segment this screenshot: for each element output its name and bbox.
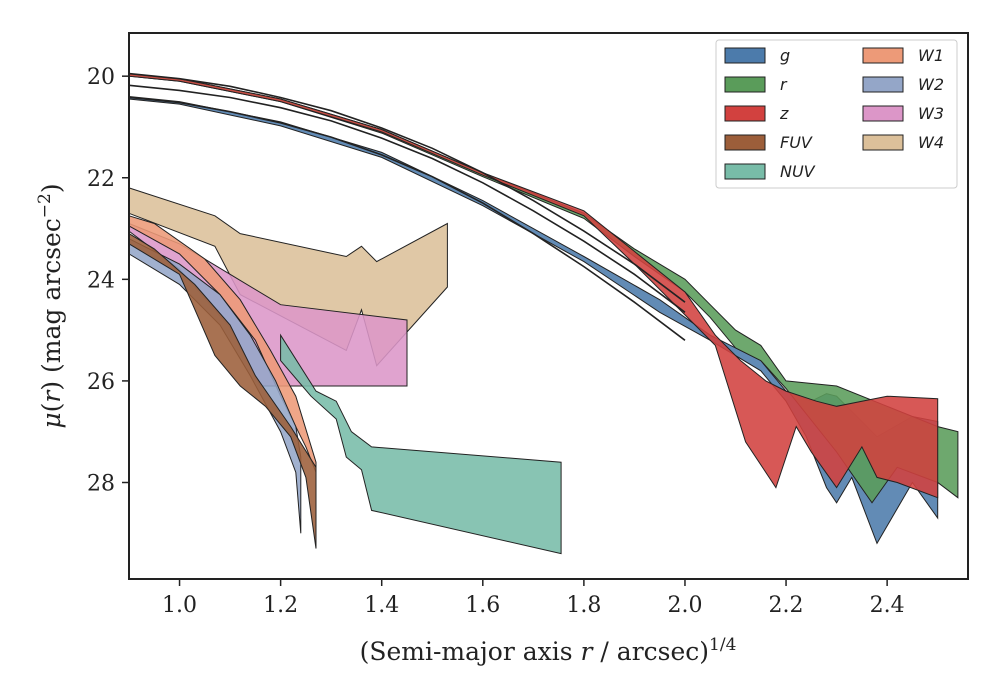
legend-label-z: z	[779, 104, 789, 123]
y-axis-label: μ(r) (mag arcsec−2)	[35, 183, 66, 428]
y-tick-label: 24	[87, 268, 115, 293]
series-areas	[128, 73, 959, 555]
y-tick-label: 20	[87, 65, 115, 90]
model-curves	[128, 72, 686, 341]
model-curve-3	[128, 96, 686, 341]
legend-label-nuv: NUV	[780, 162, 816, 181]
legend-swatch-nuv	[724, 163, 766, 180]
legend-label-r: r	[780, 75, 788, 94]
band-g	[128, 95, 939, 545]
legend-label-w2: W2	[918, 75, 944, 94]
legend-label-fuv: FUV	[780, 133, 813, 152]
x-tick-label: 1.0	[162, 593, 197, 618]
legend-swatch-r	[724, 76, 766, 93]
y-tick-label: 22	[87, 167, 115, 192]
y-tick-label: 26	[87, 370, 115, 395]
x-tick-label: 1.8	[566, 593, 601, 618]
x-tick-label: 2.4	[870, 593, 905, 618]
y-axis-ticks: 20 22 24 26 28	[87, 65, 129, 496]
legend-swatch-g	[724, 47, 766, 64]
legend-label-w1: W1	[918, 46, 944, 65]
legend-label-w4: W4	[918, 133, 944, 152]
legend-swatch-z	[724, 105, 766, 122]
model-curve-2	[128, 84, 686, 313]
legend-swatch-fuv	[724, 134, 766, 151]
legend-label-g: g	[780, 46, 790, 65]
x-tick-label: 2.2	[769, 593, 804, 618]
legend-label-w3: W3	[918, 104, 944, 123]
x-axis-label: (Semi-major axis r / arcsec)1/4	[360, 635, 737, 666]
x-tick-label: 1.2	[263, 593, 298, 618]
y-tick-label: 28	[87, 471, 115, 496]
x-axis-ticks: 1.0 1.2 1.4 1.6 1.8 2.0 2.2 2.4	[162, 579, 905, 618]
legend-swatch-w4	[862, 134, 904, 151]
legend-swatch-w1	[862, 47, 904, 64]
x-tick-label: 1.6	[465, 593, 500, 618]
band-nuv	[280, 333, 562, 555]
plot-frame	[128, 32, 969, 580]
legend-swatch-w3	[862, 105, 904, 122]
band-z	[128, 73, 939, 499]
legend-swatch-w2	[862, 76, 904, 93]
legend: grz FUV NUV W1 W2 W3 W4	[715, 39, 958, 189]
band-fuv	[128, 232, 317, 549]
model-curve-1	[128, 72, 686, 303]
x-tick-label: 2.0	[667, 593, 702, 618]
x-tick-label: 1.4	[364, 593, 399, 618]
